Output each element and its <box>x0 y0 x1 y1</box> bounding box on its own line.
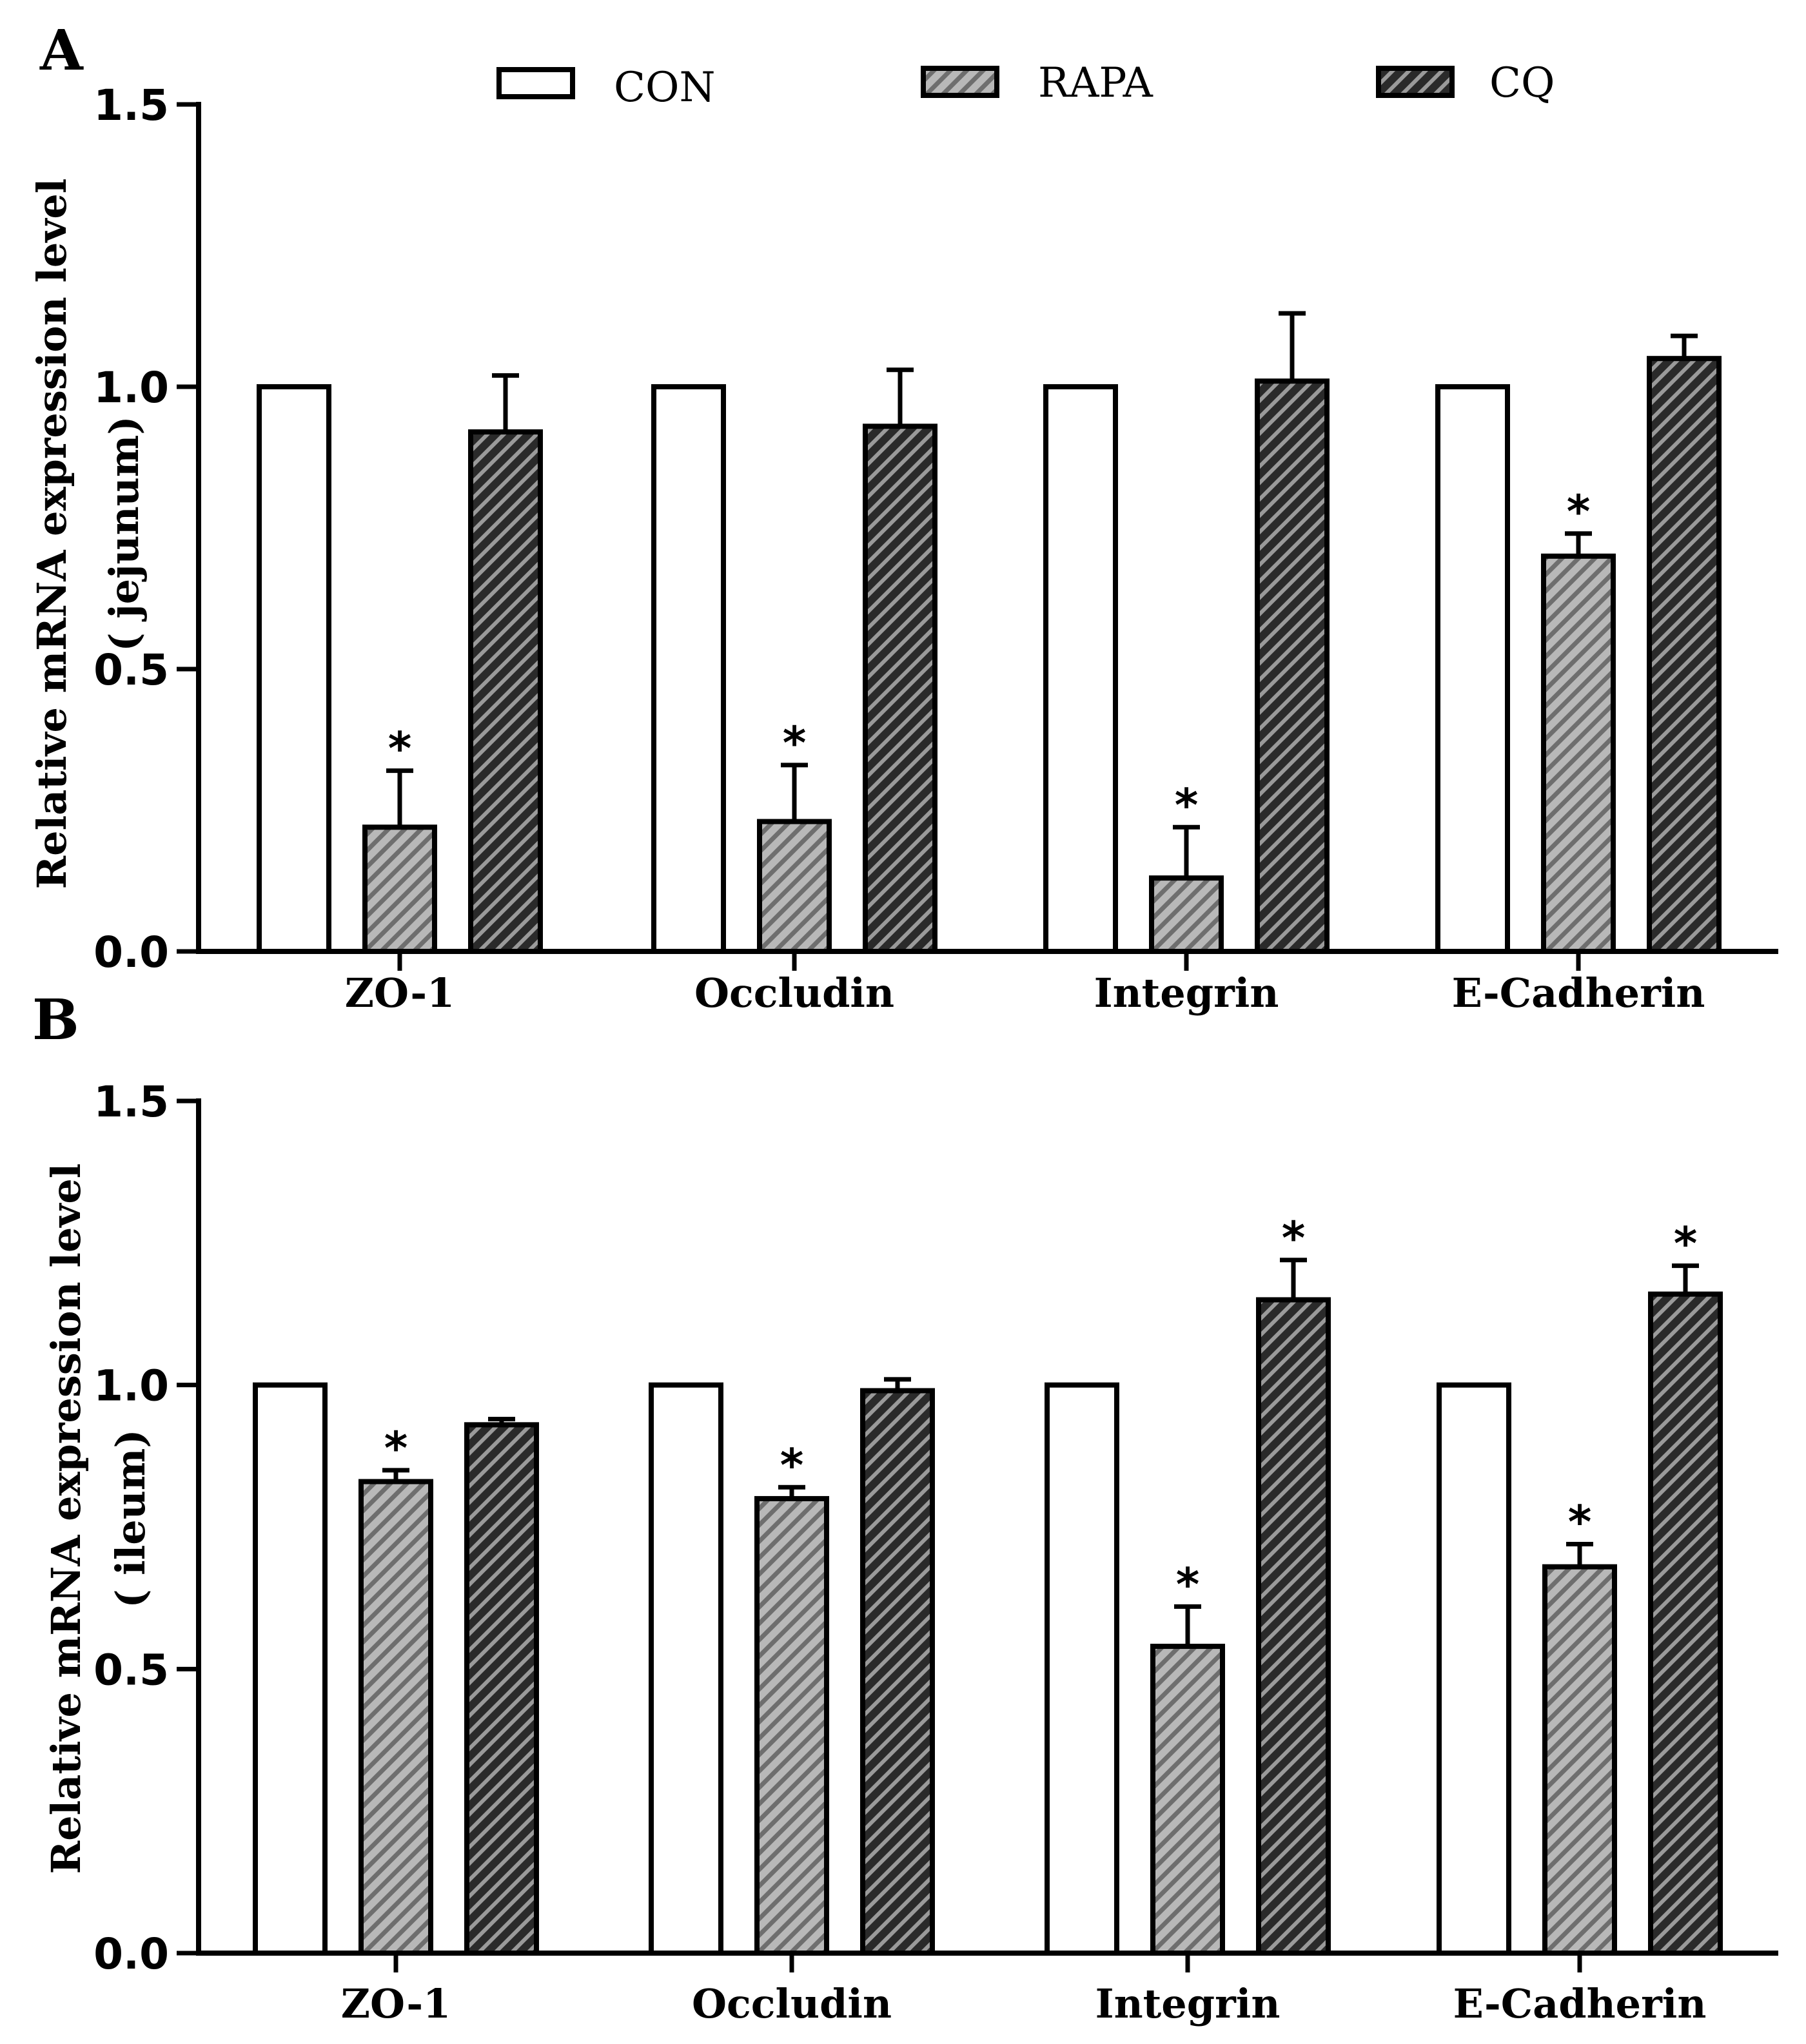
category-label: E-Cadherin <box>1453 1980 1707 2027</box>
y-tick-label: 0.5 <box>93 645 169 695</box>
category-label: Integrin <box>1095 1980 1281 2027</box>
bar-cq <box>1256 1297 1331 1956</box>
panel-a: A Relative mRNA expression level ( jejun… <box>28 18 1778 1017</box>
bar-con <box>1043 384 1118 954</box>
bar-con <box>1045 1382 1119 1956</box>
panel-b: B Relative mRNA expression level ( ileum… <box>32 988 1778 2027</box>
y-axis-subtitle: ( jejunum) <box>101 416 148 651</box>
legend-item-rapa: RAPA <box>921 59 1153 107</box>
legend-swatch-rapa <box>921 66 999 98</box>
significance-marker: * <box>1175 779 1199 832</box>
category-label: Occludin <box>692 1980 892 2027</box>
significance-marker: * <box>1176 1558 1200 1611</box>
y-tick-label: 0.5 <box>93 1645 169 1695</box>
y-axis-subtitle: ( ileum) <box>107 1429 154 1608</box>
y-tick-label: 1.0 <box>93 363 169 413</box>
bar-rapa <box>1149 875 1224 954</box>
y-axis-title: Relative mRNA expression level <box>43 1163 90 1874</box>
legend-swatch-con <box>496 67 575 99</box>
bar-rapa <box>757 819 832 955</box>
category-label: ZO-1 <box>345 969 455 1017</box>
legend-label-cq: CQ <box>1489 59 1555 107</box>
legend-item-con: CON <box>496 64 715 112</box>
y-tick-label: 1.5 <box>93 1077 169 1127</box>
legend-label-rapa: RAPA <box>1038 59 1153 107</box>
bar-con <box>651 384 726 954</box>
legend-label-con: CON <box>614 64 715 112</box>
bar-cq <box>1648 1291 1723 1956</box>
category-label: Integrin <box>1094 969 1279 1017</box>
bar-rapa <box>1541 553 1616 954</box>
panel-letter-a: A <box>39 18 84 83</box>
significance-marker: * <box>783 717 807 770</box>
y-tick-label: 0.0 <box>93 928 169 977</box>
y-axis-title: Relative mRNA expression level <box>28 179 75 890</box>
bar-rapa <box>358 1479 433 1956</box>
bar-rapa <box>362 824 437 955</box>
bar-cq <box>464 1422 539 1956</box>
legend-item-cq: CQ <box>1376 59 1555 107</box>
significance-marker: * <box>1282 1212 1306 1265</box>
significance-marker: * <box>1567 485 1591 538</box>
bar-con <box>1437 1382 1511 1956</box>
significance-marker: * <box>384 1422 408 1475</box>
significance-marker: * <box>1568 1495 1592 1548</box>
bar-cq <box>860 1388 935 1956</box>
category-label: Occludin <box>694 969 894 1017</box>
bar-cq <box>468 429 543 954</box>
significance-marker: * <box>1674 1218 1698 1270</box>
panel-letter-b: B <box>32 988 79 1053</box>
bar-con <box>253 1382 328 1956</box>
bar-rapa <box>754 1495 829 1956</box>
category-label: E-Cadherin <box>1452 969 1705 1017</box>
significance-marker: * <box>780 1439 804 1492</box>
bar-con <box>257 384 331 954</box>
y-tick-label: 1.5 <box>93 81 169 130</box>
category-label: ZO-1 <box>341 1980 451 2027</box>
significance-marker: * <box>388 723 412 775</box>
bar-con <box>649 1382 723 1956</box>
y-tick-label: 0.0 <box>93 1929 169 1979</box>
y-tick-label: 1.0 <box>93 1361 169 1411</box>
bar-rapa <box>1150 1644 1225 1956</box>
bar-cq <box>1647 356 1722 954</box>
bar-cq <box>863 423 937 954</box>
bar-con <box>1435 384 1510 954</box>
legend-swatch-cq <box>1376 66 1455 98</box>
bar-cq <box>1255 378 1330 954</box>
bar-rapa <box>1542 1564 1617 1956</box>
legend: CON RAPA CQ <box>496 59 1555 112</box>
